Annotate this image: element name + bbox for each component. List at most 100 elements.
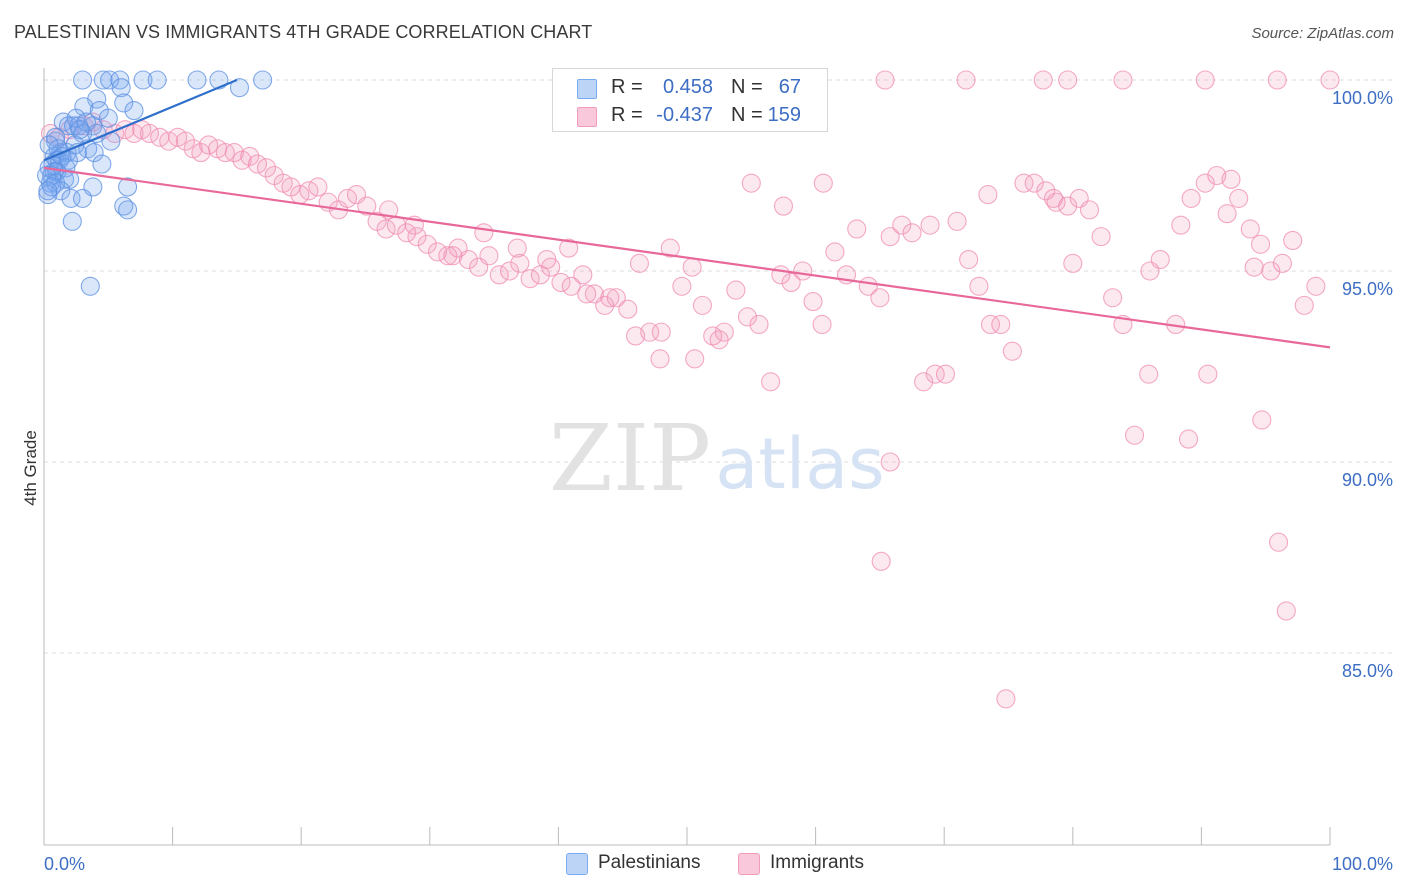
point-immigrant[interactable] xyxy=(1195,173,1215,193)
point-immigrant[interactable] xyxy=(438,246,458,266)
point-immigrant[interactable] xyxy=(1014,173,1034,193)
point-immigrant[interactable] xyxy=(761,372,781,392)
point-immigrant[interactable] xyxy=(489,265,509,285)
point-palestinian[interactable] xyxy=(70,120,90,140)
point-immigrant[interactable] xyxy=(256,158,277,178)
point-immigrant[interactable] xyxy=(825,242,845,262)
point-palestinian[interactable] xyxy=(84,143,104,163)
point-immigrant[interactable] xyxy=(672,276,692,296)
point-immigrant[interactable] xyxy=(1171,215,1191,235)
point-palestinian[interactable] xyxy=(66,108,86,128)
point-immigrant[interactable] xyxy=(737,307,757,327)
point-immigrant[interactable] xyxy=(1058,70,1078,90)
point-immigrant[interactable] xyxy=(308,177,328,197)
point-immigrant[interactable] xyxy=(474,223,494,243)
point-immigrant[interactable] xyxy=(1063,253,1083,273)
point-immigrant[interactable] xyxy=(240,146,260,166)
point-palestinian[interactable] xyxy=(253,70,273,90)
point-immigrant[interactable] xyxy=(629,253,649,273)
point-palestinian[interactable] xyxy=(133,70,153,90)
point-immigrant[interactable] xyxy=(397,223,417,243)
point-immigrant[interactable] xyxy=(559,238,579,258)
point-immigrant[interactable] xyxy=(443,246,463,266)
point-immigrant[interactable] xyxy=(561,276,581,296)
point-immigrant[interactable] xyxy=(1103,288,1123,308)
point-immigrant[interactable] xyxy=(880,227,900,247)
point-immigrant[interactable] xyxy=(880,452,900,472)
point-palestinian[interactable] xyxy=(187,70,207,90)
point-immigrant[interactable] xyxy=(956,70,976,90)
point-palestinian[interactable] xyxy=(100,70,120,90)
point-palestinian[interactable] xyxy=(74,97,94,117)
point-immigrant[interactable] xyxy=(1283,230,1303,250)
point-immigrant[interactable] xyxy=(573,265,593,285)
point-palestinian[interactable] xyxy=(114,196,134,216)
point-palestinian[interactable] xyxy=(46,127,66,147)
point-immigrant[interactable] xyxy=(1195,70,1215,90)
point-immigrant[interactable] xyxy=(660,238,680,258)
point-palestinian[interactable] xyxy=(111,78,131,98)
point-palestinian[interactable] xyxy=(38,181,58,201)
point-immigrant[interactable] xyxy=(626,326,646,346)
point-immigrant[interactable] xyxy=(1272,253,1292,273)
point-immigrant[interactable] xyxy=(175,131,196,151)
point-immigrant[interactable] xyxy=(507,238,527,258)
point-immigrant[interactable] xyxy=(1320,70,1340,90)
point-immigrant[interactable] xyxy=(1079,200,1100,220)
point-immigrant[interactable] xyxy=(935,364,956,384)
point-immigrant[interactable] xyxy=(139,123,160,144)
point-palestinian[interactable] xyxy=(93,70,113,90)
point-immigrant[interactable] xyxy=(1002,341,1022,361)
point-immigrant[interactable] xyxy=(520,269,540,289)
point-immigrant[interactable] xyxy=(959,249,979,270)
point-immigrant[interactable] xyxy=(458,249,478,270)
point-immigrant[interactable] xyxy=(996,689,1016,709)
point-immigrant[interactable] xyxy=(499,261,520,281)
point-immigrant[interactable] xyxy=(1251,234,1271,254)
point-palestinian[interactable] xyxy=(124,101,144,121)
point-immigrant[interactable] xyxy=(803,292,823,312)
point-immigrant[interactable] xyxy=(947,211,967,231)
point-immigrant[interactable] xyxy=(692,295,712,315)
point-immigrant[interactable] xyxy=(357,196,377,216)
point-immigrant[interactable] xyxy=(741,173,761,193)
point-immigrant[interactable] xyxy=(1150,249,1170,270)
point-immigrant[interactable] xyxy=(1113,70,1133,90)
point-immigrant[interactable] xyxy=(925,364,945,384)
point-immigrant[interactable] xyxy=(726,280,746,300)
point-palestinian[interactable] xyxy=(114,93,134,113)
point-immigrant[interactable] xyxy=(1124,425,1145,445)
point-immigrant[interactable] xyxy=(224,143,244,163)
point-palestinian[interactable] xyxy=(118,177,138,197)
point-palestinian[interactable] xyxy=(92,154,112,174)
point-palestinian[interactable] xyxy=(73,70,93,90)
point-immigrant[interactable] xyxy=(427,242,448,262)
point-immigrant[interactable] xyxy=(920,215,940,235)
point-immigrant[interactable] xyxy=(1033,70,1053,90)
point-immigrant[interactable] xyxy=(577,284,597,304)
point-immigrant[interactable] xyxy=(1276,601,1296,621)
point-immigrant[interactable] xyxy=(1207,165,1227,186)
point-immigrant[interactable] xyxy=(417,234,437,254)
point-palestinian[interactable] xyxy=(39,135,59,155)
point-immigrant[interactable] xyxy=(1221,169,1241,189)
point-palestinian[interactable] xyxy=(76,112,96,132)
point-palestinian[interactable] xyxy=(62,211,82,231)
point-immigrant[interactable] xyxy=(1229,188,1249,208)
point-immigrant[interactable] xyxy=(813,173,833,193)
point-immigrant[interactable] xyxy=(1024,173,1044,193)
point-palestinian[interactable] xyxy=(53,112,73,132)
point-immigrant[interactable] xyxy=(651,322,671,342)
point-immigrant[interactable] xyxy=(1198,364,1218,384)
point-immigrant[interactable] xyxy=(1267,70,1287,90)
point-immigrant[interactable] xyxy=(1217,204,1237,224)
point-immigrant[interactable] xyxy=(551,272,571,293)
point-immigrant[interactable] xyxy=(1244,257,1264,277)
point-palestinian[interactable] xyxy=(98,108,118,128)
point-palestinian[interactable] xyxy=(58,150,78,170)
point-immigrant[interactable] xyxy=(709,330,729,350)
point-immigrant[interactable] xyxy=(650,349,670,369)
point-immigrant[interactable] xyxy=(781,272,801,293)
point-palestinian[interactable] xyxy=(229,78,250,98)
point-immigrant[interactable] xyxy=(479,246,499,266)
